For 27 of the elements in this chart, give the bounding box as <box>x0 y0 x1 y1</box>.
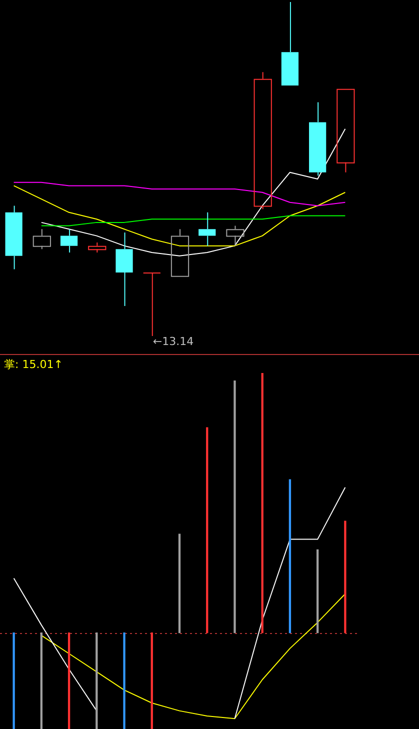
text: 掌: 15.01↑ <box>4 357 63 372</box>
bar <box>234 380 236 634</box>
candlestick <box>198 212 216 246</box>
candlestick <box>170 228 190 277</box>
candlestick <box>281 2 299 86</box>
candlestick <box>116 232 133 306</box>
bar <box>206 427 208 634</box>
candlestick <box>142 272 161 336</box>
candlestick <box>226 225 244 246</box>
candlestick <box>5 205 22 270</box>
annotation: ←13.14 <box>152 334 194 348</box>
bar <box>150 632 153 729</box>
candlestick <box>60 228 78 253</box>
bar <box>288 479 292 634</box>
candlestick <box>309 102 326 176</box>
bar <box>96 632 98 729</box>
bar <box>12 632 15 729</box>
bar <box>68 632 70 729</box>
bar <box>344 520 346 634</box>
candlestick <box>254 72 272 210</box>
bar <box>178 534 181 634</box>
bar <box>40 632 43 729</box>
bar <box>261 373 264 634</box>
bar <box>316 549 319 634</box>
candlestick <box>336 88 355 173</box>
bar <box>123 632 126 729</box>
candlestick <box>32 228 51 250</box>
